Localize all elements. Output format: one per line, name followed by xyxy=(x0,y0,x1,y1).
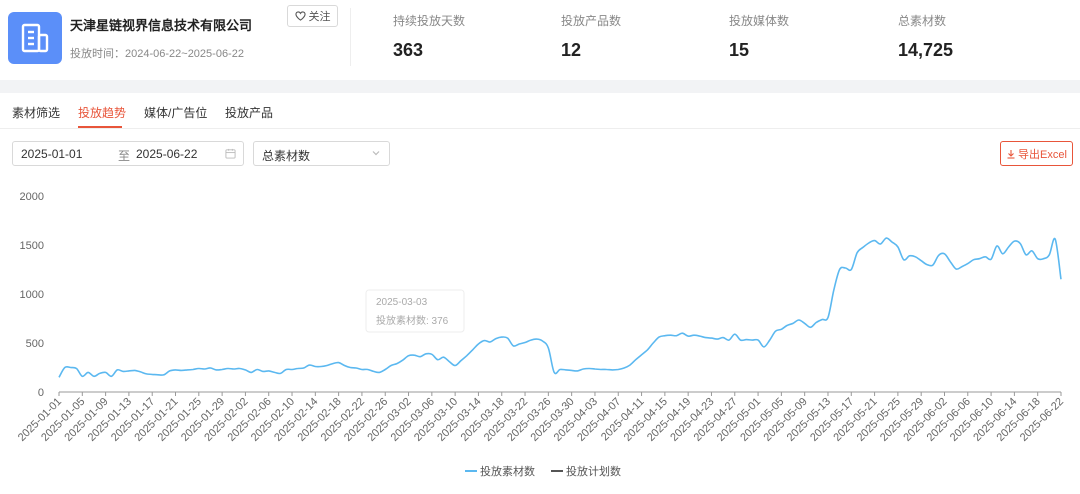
period-label: 投放时间： xyxy=(70,48,125,60)
calendar-icon xyxy=(225,148,236,159)
stat-value-products: 12 xyxy=(561,40,582,60)
period-value: 2024-06-22~2025-06-22 xyxy=(125,48,244,60)
tooltip-value: 投放素材数: 376 xyxy=(376,314,449,327)
date-range-picker[interactable]: 2025-01-01 至 2025-06-22 xyxy=(12,141,244,166)
download-icon xyxy=(1007,149,1015,159)
stat-value-media: 15 xyxy=(729,40,750,60)
follow-label: 关注 xyxy=(308,11,331,23)
y-tick-label: 1000 xyxy=(20,289,44,301)
company-name: 天津星链视界信息技术有限公司 xyxy=(70,18,253,33)
y-axis: 0 500 1000 1500 2000 xyxy=(20,191,44,399)
tooltip-box xyxy=(365,289,465,333)
heart-icon xyxy=(294,11,306,21)
stat-value-creatives: 14,725 xyxy=(898,40,954,60)
period: 投放时间：2024-06-22~2025-06-22 xyxy=(70,45,244,61)
metric-select[interactable]: 总素材数 xyxy=(253,141,390,166)
chart-tooltip: 2025-03-03 投放素材数: 376 xyxy=(365,289,465,333)
tab-media-placement[interactable]: 媒体/广告位 xyxy=(144,106,208,120)
company-logo xyxy=(8,12,62,64)
y-tick-label: 2000 xyxy=(20,191,44,203)
x-axis: 2025-01-012025-01-052025-01-092025-01-13… xyxy=(16,391,1066,444)
date-end-input[interactable]: 2025-06-22 xyxy=(136,147,198,161)
y-tick-label: 1500 xyxy=(20,240,44,252)
stat-value-days: 363 xyxy=(393,40,424,60)
y-tick-label: 500 xyxy=(26,338,44,350)
trend-chart: 0 500 1000 1500 2000 2025-01-012025-01-05202… xyxy=(16,191,1066,478)
stat-label-products: 投放产品数 xyxy=(561,14,622,28)
header: 天津星链视界信息技术有限公司 投放时间：2024-06-22~2025-06-2… xyxy=(0,0,1080,80)
export-excel-button[interactable]: 导出Excel xyxy=(1000,141,1073,166)
tab-products[interactable]: 投放产品 xyxy=(225,106,274,120)
metric-select-value: 总素材数 xyxy=(262,149,311,163)
legend-label[interactable]: 投放素材数 xyxy=(480,464,535,478)
tab-trend[interactable]: 投放趋势 xyxy=(78,106,127,120)
series-line xyxy=(58,237,1062,378)
tooltip-date: 2025-03-03 xyxy=(376,297,428,308)
active-tab-indicator xyxy=(78,126,122,128)
legend-label[interactable]: 投放计划数 xyxy=(566,464,621,478)
building-icon xyxy=(21,23,49,53)
chart-legend: 投放素材数 投放计划数 xyxy=(465,464,621,478)
series-layer xyxy=(58,237,1062,378)
tab-bar: 素材筛选 投放趋势 媒体/广告位 投放产品 xyxy=(0,93,1080,129)
stat-label-creatives: 总素材数 xyxy=(898,14,947,28)
chevron-down-icon xyxy=(372,151,380,156)
stat-label-days: 持续投放天数 xyxy=(393,14,466,28)
export-label: 导出Excel xyxy=(1018,148,1067,161)
date-separator: 至 xyxy=(118,149,131,163)
stat-label-media: 投放媒体数 xyxy=(729,14,790,28)
date-start-input[interactable]: 2025-01-01 xyxy=(21,147,83,161)
y-tick-label: 0 xyxy=(38,387,44,399)
header-divider xyxy=(350,8,351,66)
tab-material-filter[interactable]: 素材筛选 xyxy=(12,106,61,120)
follow-button[interactable]: 关注 xyxy=(287,5,338,27)
section-divider xyxy=(0,80,1080,93)
